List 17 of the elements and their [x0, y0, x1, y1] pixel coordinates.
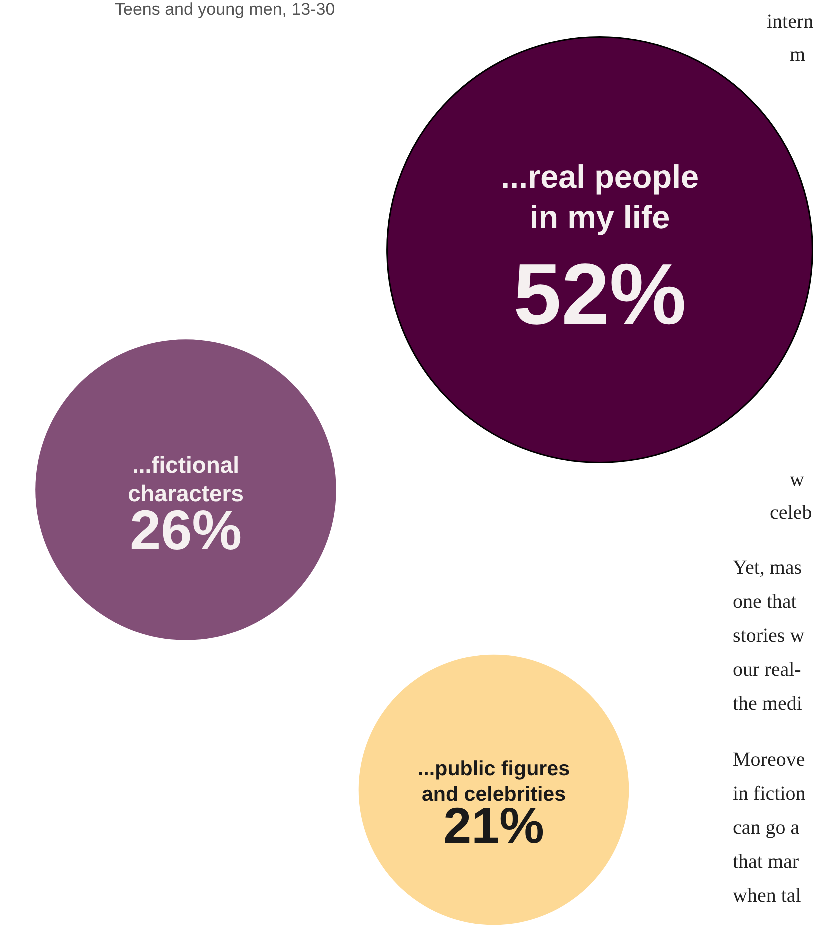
- text: intern: [767, 11, 814, 33]
- text: in fiction: [733, 783, 806, 805]
- category-label: ...real people in my life: [500, 158, 700, 236]
- text: Yet, mas: [733, 557, 802, 579]
- text: that mar: [733, 851, 800, 873]
- text: Teens and young men, 13-30: [115, 0, 336, 19]
- text: m: [790, 44, 806, 66]
- text: Moreove: [733, 749, 806, 771]
- text: when tal: [733, 885, 802, 907]
- text: one that: [733, 591, 798, 613]
- data-label: 52%: [514, 247, 686, 343]
- text: celeb: [770, 502, 812, 524]
- text: stories w: [733, 625, 806, 647]
- text: can go a: [733, 817, 800, 839]
- text: our real-: [733, 659, 802, 681]
- text: the medi: [733, 693, 803, 715]
- text: w: [790, 469, 805, 491]
